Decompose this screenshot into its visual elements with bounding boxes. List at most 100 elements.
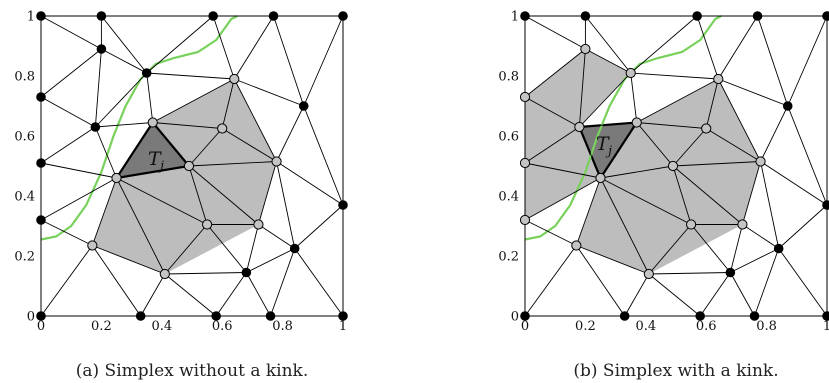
mesh-edge — [234, 78, 304, 107]
mesh-node — [822, 11, 829, 21]
mesh-edge — [276, 105, 305, 162]
patch-node — [519, 214, 531, 226]
mesh-node — [338, 200, 348, 210]
mesh-edge — [92, 245, 165, 275]
x-tick-label: 0.2 — [91, 319, 112, 334]
mesh-edge — [116, 165, 190, 179]
patch-node — [183, 160, 195, 172]
patch-node — [519, 157, 531, 169]
mesh-edge — [575, 177, 601, 246]
patch-node — [147, 117, 158, 128]
mesh-edge — [718, 78, 788, 107]
x-tick-label: 0.6 — [212, 319, 233, 334]
mesh-edge — [258, 224, 295, 249]
mesh-edge — [116, 122, 154, 179]
mesh-edge — [742, 161, 761, 225]
mesh-edge — [116, 177, 166, 275]
mesh-node — [96, 44, 107, 54]
mesh-edge — [524, 245, 577, 317]
mesh-edge — [778, 204, 828, 249]
mesh-edge — [40, 126, 96, 164]
mesh-edge — [188, 165, 259, 225]
patch-node — [701, 123, 712, 134]
mesh-edge — [40, 48, 102, 98]
mesh-edge — [245, 224, 259, 273]
mesh-node — [520, 11, 530, 21]
mesh-edge — [699, 272, 731, 317]
mesh-edge — [188, 128, 223, 167]
mesh-edge — [600, 165, 674, 179]
mesh-edge — [95, 122, 153, 128]
x-tick-label: 0.4 — [635, 319, 656, 334]
mesh-edge — [303, 105, 344, 206]
mesh-edge — [696, 15, 719, 80]
mesh-edge — [705, 128, 761, 162]
patch-node — [686, 219, 697, 230]
mesh-edge — [152, 122, 190, 167]
mesh-edge — [757, 15, 789, 107]
mesh-node — [580, 11, 591, 21]
mesh-edge — [717, 78, 761, 162]
mesh-edge — [630, 72, 719, 80]
mesh-edge — [787, 15, 828, 107]
mesh-edge — [690, 224, 731, 273]
mesh-edge — [600, 122, 638, 179]
patch-node — [202, 219, 213, 230]
mesh-edge — [760, 161, 780, 249]
patch-node — [217, 123, 228, 134]
mesh-edge — [221, 128, 277, 162]
x-tick-label: 0.6 — [696, 319, 717, 334]
y-tick-label: 0.8 — [14, 70, 35, 85]
mesh-node — [822, 311, 829, 321]
patch-node — [713, 73, 724, 85]
mesh-edge — [648, 273, 701, 317]
mesh-edge — [648, 224, 692, 275]
mesh-node — [725, 267, 736, 278]
mesh-edge — [575, 245, 626, 317]
support-patch-region — [525, 49, 631, 220]
mesh-node — [749, 311, 760, 321]
patch-node — [667, 160, 679, 172]
patch-node — [580, 43, 591, 55]
patch-node — [519, 91, 531, 103]
mesh-edge — [294, 248, 344, 317]
mesh-edge — [164, 272, 247, 275]
mesh-edge — [760, 105, 789, 162]
mesh-edge — [524, 48, 586, 98]
patch-node — [87, 240, 98, 251]
mesh-node — [338, 11, 348, 21]
mesh-node — [265, 311, 276, 321]
mesh-edge — [206, 224, 247, 273]
y-tick-label: 0.2 — [14, 250, 35, 265]
x-tick-label: 0.2 — [575, 319, 596, 334]
support-patch-region — [576, 79, 761, 274]
mesh-edge — [672, 165, 692, 225]
patch-node — [631, 117, 642, 128]
mesh-edge — [729, 224, 743, 273]
x-tick-label: 1 — [339, 319, 347, 334]
mesh-nodes — [519, 11, 829, 321]
mesh-edge — [40, 162, 117, 179]
mesh-node — [90, 122, 101, 132]
mesh-edge — [221, 78, 235, 129]
mesh-node — [752, 11, 763, 21]
mesh-edge — [524, 96, 580, 128]
mesh-edge — [585, 15, 632, 74]
patch-node — [159, 268, 170, 280]
mesh-node — [268, 11, 279, 21]
mesh-edge — [578, 126, 601, 179]
mesh-node — [208, 11, 218, 21]
mesh-node — [289, 243, 300, 254]
patch-node — [643, 268, 654, 280]
mesh-edge — [579, 72, 632, 128]
panel-caption: (b) Simplex with a kink. — [573, 361, 778, 381]
patch-node — [271, 156, 282, 167]
patch-node — [111, 172, 122, 184]
mesh-node — [338, 311, 348, 321]
mesh-edge — [233, 78, 277, 162]
mesh-node — [36, 311, 46, 321]
mesh-edge — [524, 126, 580, 164]
x-tick-label: 1 — [823, 319, 829, 334]
